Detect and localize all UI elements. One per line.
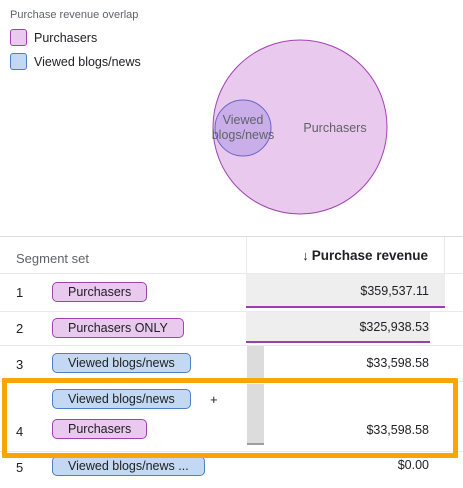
row-value: $0.00	[397, 458, 429, 472]
row-divider	[0, 451, 463, 452]
legend-item-viewed-blogs[interactable]: Viewed blogs/news	[10, 53, 141, 70]
venn-label-viewed-line2: blogs/news	[212, 128, 275, 142]
column-header-segment-set: Segment set	[16, 251, 89, 266]
venn-circle-purchasers[interactable]	[212, 39, 388, 215]
legend-label: Viewed blogs/news	[34, 54, 141, 69]
row-rank: 3	[16, 357, 24, 372]
segment-chip-purchasers[interactable]: Purchasers	[52, 419, 148, 439]
segment-chip-viewed-blogs-more[interactable]: Viewed blogs/news ...	[52, 456, 205, 476]
venn-diagram: Purchasers Viewed blogs/news	[212, 39, 388, 215]
segment-chip-viewed-blogs[interactable]: Viewed blogs/news	[52, 353, 191, 373]
segment-chip-purchasers[interactable]: Purchasers	[52, 282, 148, 302]
segment-plus: +	[210, 392, 218, 407]
bar-cell-3	[247, 346, 264, 380]
row-value: $325,938.53	[359, 320, 429, 334]
bar-underline-4	[247, 443, 264, 445]
legend-item-purchasers[interactable]: Purchasers	[10, 29, 97, 46]
row-value: $33,598.58	[366, 423, 429, 437]
row-value: $33,598.58	[366, 356, 429, 370]
row-value: $359,537.11	[360, 284, 429, 298]
chart-title: Purchase revenue overlap	[10, 9, 139, 21]
column-header-label: Purchase revenue	[311, 247, 428, 263]
row-divider	[0, 273, 463, 274]
row-rank: 1	[16, 285, 24, 300]
row-divider	[0, 381, 463, 382]
bar-cell-4	[247, 384, 264, 444]
row-rank: 5	[16, 460, 24, 475]
section-divider	[0, 236, 463, 237]
venn-label-purchasers: Purchasers	[303, 121, 366, 135]
venn-circle-viewed-blogs[interactable]	[214, 99, 272, 157]
segment-chip-viewed-blogs[interactable]: Viewed blogs/news	[52, 389, 191, 409]
bar-underline-1	[246, 306, 445, 308]
bar-cell-2	[246, 312, 430, 342]
legend-swatch-purchasers	[10, 29, 27, 46]
legend-label: Purchasers	[34, 30, 98, 45]
venn-label-viewed-line1: Viewed	[223, 113, 264, 127]
column-header-purchase-revenue[interactable]: ↓ Purchase revenue	[246, 237, 445, 273]
legend-swatch-viewed-blogs	[10, 53, 27, 70]
bar-underline-2	[246, 341, 430, 343]
arrow-down-icon[interactable]: ↓	[302, 247, 309, 263]
segment-chip-purchasers-only[interactable]: Purchasers ONLY	[52, 318, 184, 338]
bar-cell-1	[246, 274, 445, 308]
row-divider	[0, 311, 463, 312]
row-rank: 2	[16, 321, 24, 336]
row-divider	[0, 345, 463, 346]
row-rank: 4	[16, 424, 24, 439]
